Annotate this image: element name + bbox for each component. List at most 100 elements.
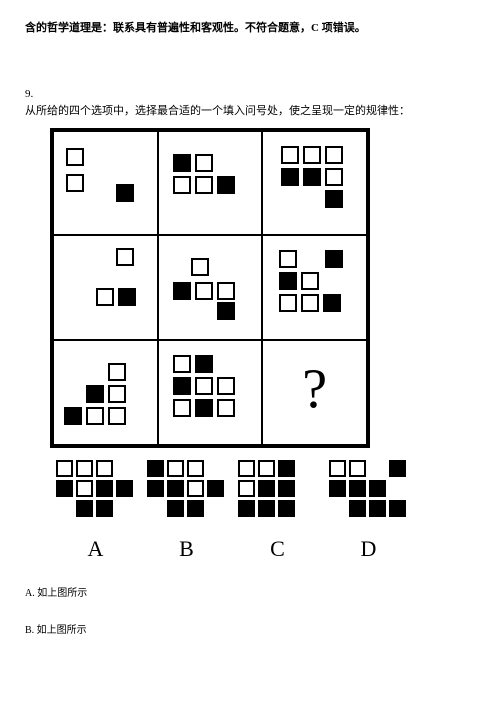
main-grid: ?: [50, 128, 370, 448]
white-square: [66, 148, 84, 166]
black-square: [173, 282, 191, 300]
black-square: [217, 302, 235, 320]
white-square: [238, 480, 255, 497]
black-square: [325, 190, 343, 208]
black-square: [278, 480, 295, 497]
black-square: [147, 460, 164, 477]
white-square: [329, 460, 346, 477]
white-square: [301, 294, 319, 312]
black-square: [325, 250, 343, 268]
white-square: [187, 480, 204, 497]
black-square: [167, 480, 184, 497]
white-square: [281, 146, 299, 164]
black-square: [195, 399, 213, 417]
black-square: [258, 480, 275, 497]
white-square: [217, 282, 235, 300]
black-square: [96, 500, 113, 517]
white-square: [108, 407, 126, 425]
answer-option-b: B. 如上图所示: [25, 621, 475, 636]
black-square: [279, 272, 297, 290]
previous-answer-text: 含的哲学道理是：联系具有普遍性和客观性。不符合题意，C 项错误。: [25, 20, 475, 38]
white-square: [56, 460, 73, 477]
white-square: [167, 460, 184, 477]
black-square: [167, 500, 184, 517]
question-mark: ?: [302, 357, 327, 421]
black-square: [116, 184, 134, 202]
white-square: [279, 294, 297, 312]
black-square: [258, 500, 275, 517]
option-C[interactable]: [232, 460, 317, 530]
option-label-D: D: [323, 536, 414, 562]
white-square: [258, 460, 275, 477]
grid-cell-5: [262, 235, 367, 340]
white-square: [279, 250, 297, 268]
black-square: [116, 480, 133, 497]
option-A[interactable]: [50, 460, 135, 530]
white-square: [301, 272, 319, 290]
white-square: [96, 288, 114, 306]
black-square: [303, 168, 321, 186]
option-B[interactable]: [141, 460, 226, 530]
black-square: [147, 480, 164, 497]
option-label-B: B: [141, 536, 232, 562]
black-square: [76, 500, 93, 517]
black-square: [118, 288, 136, 306]
black-square: [369, 500, 386, 517]
white-square: [195, 154, 213, 172]
white-square: [86, 407, 104, 425]
option-label-A: A: [50, 536, 141, 562]
black-square: [96, 480, 113, 497]
option-D[interactable]: [323, 460, 408, 530]
black-square: [389, 460, 406, 477]
answer-option-a: A. 如上图所示: [25, 584, 475, 599]
grid-cell-4: [158, 235, 263, 340]
white-square: [66, 174, 84, 192]
white-square: [195, 176, 213, 194]
grid-cell-7: [158, 340, 263, 445]
white-square: [325, 146, 343, 164]
white-square: [238, 460, 255, 477]
white-square: [76, 480, 93, 497]
black-square: [349, 500, 366, 517]
black-square: [86, 385, 104, 403]
option-labels-row: ABCD: [50, 536, 475, 562]
white-square: [96, 460, 113, 477]
white-square: [191, 258, 209, 276]
white-square: [217, 399, 235, 417]
black-square: [217, 176, 235, 194]
white-square: [173, 399, 191, 417]
white-square: [76, 460, 93, 477]
white-square: [173, 355, 191, 373]
black-square: [278, 460, 295, 477]
black-square: [64, 407, 82, 425]
black-square: [323, 294, 341, 312]
white-square: [108, 385, 126, 403]
black-square: [369, 480, 386, 497]
black-square: [187, 500, 204, 517]
question-number: 9.: [25, 88, 475, 100]
white-square: [195, 282, 213, 300]
grid-cell-6: [53, 340, 158, 445]
black-square: [389, 500, 406, 517]
black-square: [278, 500, 295, 517]
white-square: [195, 377, 213, 395]
white-square: [325, 168, 343, 186]
white-square: [108, 363, 126, 381]
options-row: [50, 460, 475, 530]
grid-cell-0: [53, 131, 158, 236]
black-square: [207, 480, 224, 497]
black-square: [238, 500, 255, 517]
grid-cell-8: ?: [262, 340, 367, 445]
question-text: 从所给的四个选项中，选择最合适的一个填入问号处，使之呈现一定的规律性：: [25, 102, 475, 118]
option-label-C: C: [232, 536, 323, 562]
black-square: [281, 168, 299, 186]
white-square: [303, 146, 321, 164]
puzzle-container: ?: [50, 128, 370, 448]
grid-cell-3: [53, 235, 158, 340]
grid-cell-1: [158, 131, 263, 236]
black-square: [329, 480, 346, 497]
white-square: [217, 377, 235, 395]
white-square: [116, 248, 134, 266]
black-square: [195, 355, 213, 373]
black-square: [56, 480, 73, 497]
